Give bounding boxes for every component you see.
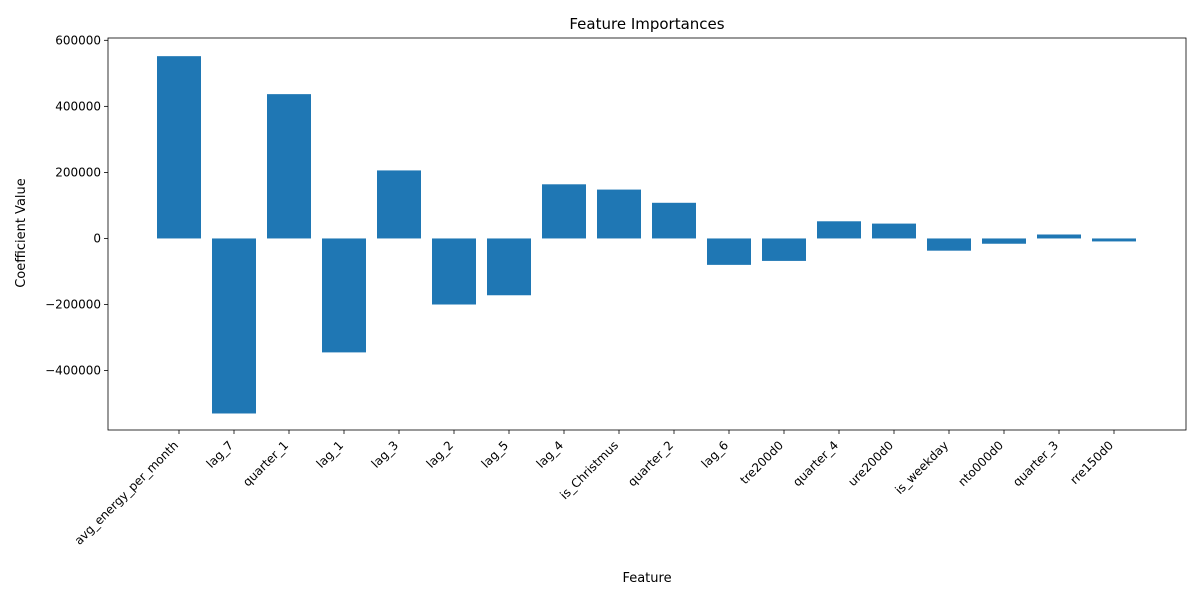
x-tick-label: lag_6 xyxy=(699,438,731,470)
y-tick-label: −200000 xyxy=(45,298,101,312)
bar xyxy=(652,202,696,239)
bar xyxy=(762,238,806,261)
bar xyxy=(597,189,641,239)
x-tick-label: lag_1 xyxy=(314,438,346,470)
bar xyxy=(157,56,201,239)
bar xyxy=(982,238,1026,244)
x-tick-label: tre200d0 xyxy=(737,438,786,487)
bar xyxy=(872,223,916,239)
bar xyxy=(542,184,586,239)
plot-area: −400000 −200000 0 200000 400000 600000 avg_ene… xyxy=(45,33,1187,548)
bar xyxy=(212,238,256,414)
bar xyxy=(707,238,751,265)
bar xyxy=(1037,234,1081,239)
x-tick-label: lag_2 xyxy=(424,438,456,470)
y-tick-label: −400000 xyxy=(45,364,101,378)
y-tick-label: 600000 xyxy=(55,33,101,47)
x-tick-label: quarter_4 xyxy=(790,438,841,489)
bar xyxy=(487,238,531,296)
x-tick-label: nto000d0 xyxy=(955,438,1006,489)
x-tick-label: is_Christmus xyxy=(557,438,621,502)
x-tick-label: lag_3 xyxy=(369,438,401,470)
x-axis-label: Feature xyxy=(622,571,671,586)
x-tick-label: lag_7 xyxy=(204,438,236,470)
y-tick-label: 200000 xyxy=(55,165,101,179)
bar xyxy=(377,170,421,239)
bar xyxy=(322,238,366,353)
chart-title: Feature Importances xyxy=(569,15,724,33)
x-tick-label: rre150d0 xyxy=(1067,438,1116,487)
bar xyxy=(817,221,861,239)
x-tick-label: is_weekday xyxy=(892,438,951,497)
x-tick-label: avg_energy_per_month xyxy=(72,438,181,547)
x-tick-label: quarter_2 xyxy=(625,438,676,489)
y-tick-label: 0 xyxy=(93,231,101,245)
y-axis-label: Coefficient Value xyxy=(14,178,29,288)
bar xyxy=(432,238,476,305)
axes-frame xyxy=(107,37,1187,431)
bar xyxy=(267,94,311,239)
bar xyxy=(1092,238,1136,242)
x-tick-label: lag_4 xyxy=(534,438,566,470)
x-tick-label: ure200d0 xyxy=(845,438,896,489)
y-tick-label: 400000 xyxy=(55,99,101,113)
x-tick-label: lag_5 xyxy=(479,438,511,470)
x-tick-label: quarter_3 xyxy=(1010,438,1061,489)
bar xyxy=(927,238,971,251)
x-tick-label: quarter_1 xyxy=(240,438,291,489)
